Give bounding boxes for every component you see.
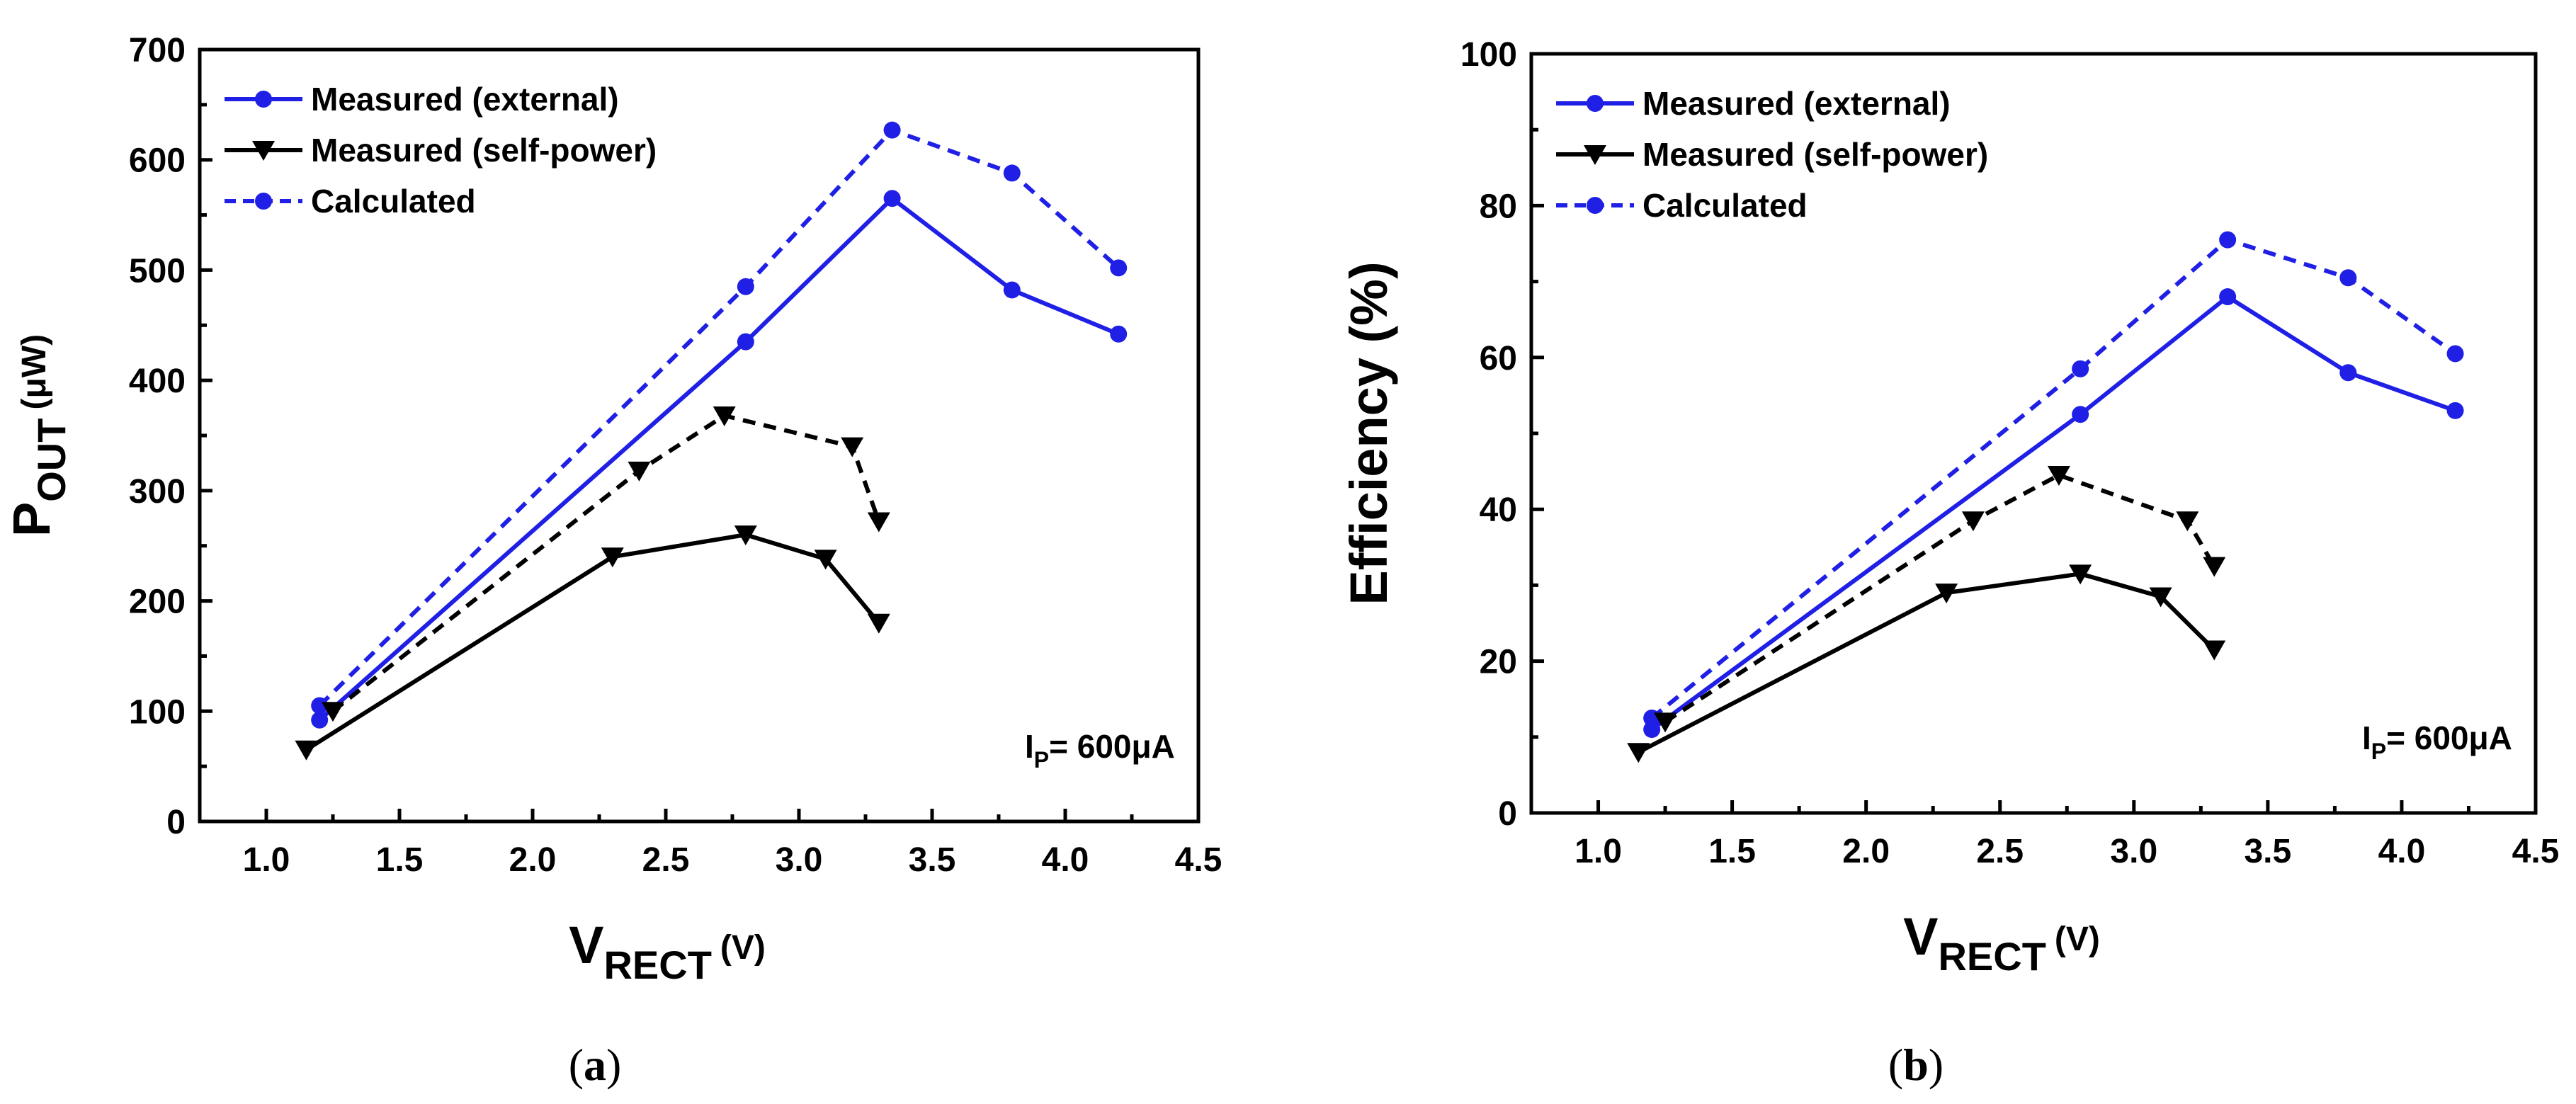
data-point <box>295 740 318 761</box>
data-point <box>2069 564 2092 585</box>
legend-marker <box>1587 95 1604 112</box>
x-tick-label: 3.5 <box>909 841 956 879</box>
data-point <box>2219 231 2237 249</box>
legend-marker <box>1584 145 1606 165</box>
legend-marker <box>1587 197 1604 214</box>
data-point <box>1110 325 1128 343</box>
y-tick-label: 60 <box>1480 340 1517 377</box>
x-tick-label: 1.5 <box>1708 833 1756 870</box>
legend-marker <box>255 193 272 210</box>
data-point <box>2446 402 2464 419</box>
y-tick-label: 300 <box>129 473 186 511</box>
data-point <box>322 702 344 722</box>
data-point <box>2203 640 2226 661</box>
annotation-ip: IP= 600μA <box>1025 728 1175 773</box>
x-tick-label: 3.0 <box>776 841 823 879</box>
data-point <box>1003 281 1021 299</box>
data-point <box>2072 406 2089 423</box>
y-tick-label: 0 <box>1498 795 1517 833</box>
data-point <box>2072 360 2089 377</box>
data-point <box>713 406 736 426</box>
data-point <box>311 697 329 715</box>
y-axis-title: POUT(μW) <box>2 334 74 537</box>
x-tick-label: 4.0 <box>1042 841 1089 879</box>
y-tick-label: 100 <box>129 693 186 731</box>
x-tick-label: 4.0 <box>2378 833 2426 870</box>
chart-panel-b: 1.0 1.5 2.0 2.5 3.0 3.5 4.0 4.5 0 20 40 60 80 100 Meas… <box>1339 36 2559 1090</box>
legend-label: Measured (external) <box>1642 85 1951 122</box>
y-tick-label: 600 <box>129 142 186 180</box>
data-point <box>1961 511 1985 532</box>
legend-label: Measured (self-power) <box>311 132 657 169</box>
legend-label: Calculated <box>311 183 476 220</box>
data-point <box>2339 269 2357 287</box>
data-point <box>2219 288 2237 306</box>
y-tick-label: 0 <box>166 804 186 841</box>
panel-caption: (a) <box>569 1040 622 1090</box>
data-point <box>841 437 864 457</box>
y-tick-label: 80 <box>1480 188 1517 225</box>
x-tick-label: 2.5 <box>642 841 690 879</box>
x-tick-label: 1.0 <box>243 841 290 879</box>
data-point <box>628 461 651 482</box>
data-point <box>2339 364 2357 382</box>
series-line <box>1664 472 2216 724</box>
legend-marker <box>252 141 275 161</box>
y-tick-label: 400 <box>129 363 186 400</box>
legend-marker <box>255 91 272 108</box>
legend-label: Calculated <box>1642 187 1808 224</box>
y-tick-label: 20 <box>1480 644 1517 681</box>
data-point <box>1935 584 1958 604</box>
legend-label: Measured (self-power) <box>1642 136 1988 173</box>
data-point <box>2047 465 2070 486</box>
data-point <box>1110 259 1128 277</box>
x-axis-title: VRECT (V) <box>1903 907 2100 979</box>
data-point <box>734 525 757 546</box>
x-tick-label: 2.0 <box>509 841 557 879</box>
data-point <box>867 613 890 634</box>
x-tick-label: 4.5 <box>2512 833 2560 870</box>
data-point <box>311 711 329 729</box>
data-point <box>737 278 754 295</box>
data-point <box>1654 712 1677 733</box>
y-tick-label: 40 <box>1480 491 1517 529</box>
y-tick-label: 200 <box>129 584 186 621</box>
data-point <box>814 550 837 570</box>
series-line <box>1650 295 2456 732</box>
x-tick-label: 1.5 <box>376 841 424 879</box>
x-tick-label: 3.0 <box>2110 833 2157 870</box>
data-point <box>601 547 624 568</box>
x-tick-label: 2.5 <box>1976 833 2024 870</box>
data-point <box>883 121 901 139</box>
data-point <box>867 512 890 533</box>
data-point <box>2203 557 2226 577</box>
y-tick-label: 100 <box>1460 36 1517 74</box>
series-line <box>305 533 881 752</box>
x-tick-label: 4.5 <box>1175 841 1222 879</box>
x-axis-title: VRECT (V) <box>569 916 766 987</box>
y-tick-label: 500 <box>129 252 186 290</box>
series-line <box>318 196 1120 722</box>
data-point <box>2149 587 2172 608</box>
data-point <box>2446 345 2464 363</box>
series-line <box>1637 571 2216 754</box>
chart-panel-a: 1.0 1.5 2.0 2.5 3.0 3.5 4.0 4.5 0 100 200 300 400 500… <box>2 32 1222 1090</box>
x-tick-label: 3.5 <box>2244 833 2291 870</box>
x-tick-label: 2.0 <box>1842 833 1890 870</box>
data-point <box>1003 164 1021 182</box>
x-tick-label: 1.0 <box>1574 833 1622 870</box>
panel-caption: (b) <box>1888 1040 1944 1090</box>
legend-label: Measured (external) <box>311 81 619 118</box>
data-point <box>883 190 901 207</box>
y-tick-label: 700 <box>129 32 186 69</box>
y-axis-title: Efficiency (%) <box>1339 261 1398 605</box>
data-point <box>1627 743 1650 763</box>
data-point <box>737 333 754 351</box>
annotation-ip: IP= 600μA <box>2362 719 2512 764</box>
data-point <box>2176 511 2199 532</box>
